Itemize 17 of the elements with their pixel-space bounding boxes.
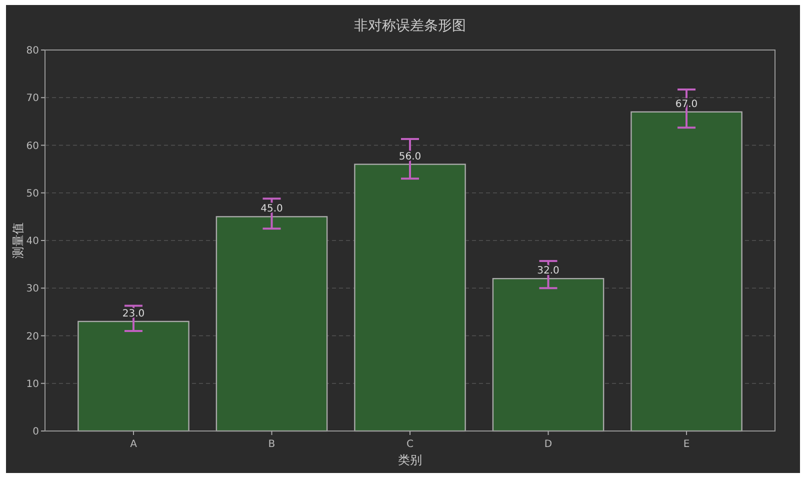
y-tick-label: 40: [26, 236, 39, 247]
y-tick-label: 70: [26, 93, 39, 104]
y-axis-title: 测量值: [11, 222, 25, 258]
y-tick-label: 30: [26, 284, 39, 295]
x-tick-label: B: [268, 439, 276, 450]
y-tick-label: 0: [32, 426, 39, 438]
y-tick-label: 60: [26, 140, 39, 152]
y-tick-label: 10: [26, 378, 39, 390]
x-tick-label: A: [130, 439, 138, 450]
y-tick-label: 20: [26, 331, 39, 342]
x-tick-label: C: [406, 439, 414, 450]
chart-title: 非对称误差条形图: [354, 18, 466, 34]
x-axis-title: 类别: [398, 453, 422, 467]
y-tick-label: 80: [26, 46, 39, 56]
x-tick-label: E: [683, 439, 690, 450]
x-tick-label: D: [544, 439, 552, 450]
y-tick-label: 50: [26, 188, 39, 200]
